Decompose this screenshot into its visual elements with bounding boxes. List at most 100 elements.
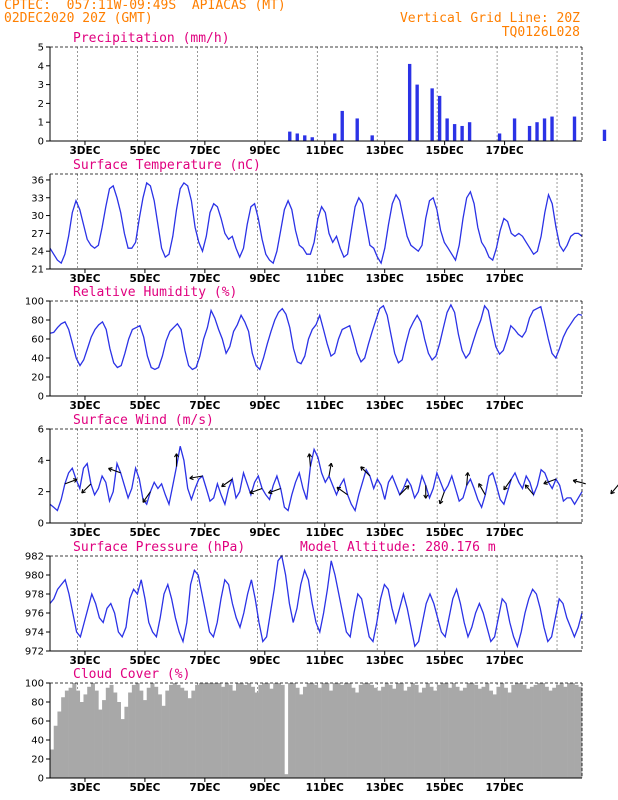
xtick-label-2-1: 5DEC — [129, 400, 160, 412]
cloud-bar-83 — [358, 684, 363, 778]
wind-arrow-1 — [81, 483, 92, 494]
cloud-bar-34 — [176, 684, 181, 778]
wind-arrow-15 — [438, 491, 445, 505]
cloud-bar-14 — [102, 700, 107, 778]
cloud-bar-46 — [221, 686, 226, 778]
xtick-label-3-2: 7DEC — [189, 527, 220, 539]
precip-bar-0 — [288, 131, 292, 141]
wind-arrow-4 — [174, 453, 179, 467]
ytick-label-0-2: 2 — [38, 99, 44, 110]
cloud-bar-29 — [157, 694, 162, 778]
cloud-bar-111 — [462, 687, 467, 778]
cloud-bar-76 — [332, 683, 337, 778]
panel-title-0: Precipitation (mm/h) — [73, 31, 230, 46]
cloud-bar-104 — [436, 684, 441, 778]
precip-bar-3 — [310, 137, 314, 141]
precip-bar-9 — [415, 84, 419, 141]
wind-arrow-11 — [336, 486, 348, 496]
cloud-bar-16 — [109, 684, 114, 778]
ytick-label-5-2: 40 — [31, 736, 44, 747]
xtick-label-4-4: 11DEC — [306, 655, 345, 667]
cloud-bar-93 — [395, 683, 401, 778]
cloud-bar-138 — [563, 686, 568, 778]
cloud-bar-40 — [198, 683, 203, 778]
cloud-bar-105 — [440, 683, 445, 778]
ytick-label-5-4: 80 — [31, 698, 44, 709]
cloud-bar-134 — [548, 690, 553, 778]
cloud-bar-42 — [206, 683, 211, 778]
cloud-bar-96 — [407, 686, 412, 778]
xtick-label-1-5: 13DEC — [366, 273, 405, 285]
ytick-label-3-3: 6 — [38, 425, 44, 436]
ytick-label-4-5: 982 — [25, 552, 44, 563]
cloud-bar-18 — [116, 702, 121, 778]
cloud-bar-115 — [477, 688, 482, 778]
cloud-bar-25 — [143, 700, 148, 778]
cloud-bar-26 — [146, 687, 151, 778]
precip-bar-20 — [542, 118, 547, 141]
cloud-bar-135 — [552, 687, 557, 778]
ytick-label-5-5: 100 — [25, 679, 44, 690]
cloud-bar-35 — [180, 687, 185, 778]
panel-annotation-4: Model Altitude: 280.176 m — [300, 540, 496, 555]
wind-arrow-9 — [307, 453, 313, 467]
ytick-label-4-1: 974 — [25, 628, 44, 639]
cloud-bar-48 — [228, 684, 233, 778]
cloud-bar-38 — [191, 690, 196, 778]
cloud-bar-71 — [314, 684, 319, 778]
cloud-bar-51 — [239, 683, 244, 778]
cloud-bar-85 — [366, 683, 371, 778]
wind-arrow-8 — [268, 488, 281, 495]
cloud-bar-81 — [351, 687, 356, 778]
cloud-bar-73 — [321, 683, 326, 778]
cloud-bar-69 — [306, 683, 311, 778]
cloud-bar-3 — [61, 697, 66, 778]
xtick-label-4-2: 7DEC — [189, 655, 220, 667]
wind-arrow-13 — [399, 485, 410, 496]
wind-arrow-21 — [572, 478, 586, 485]
ytick-label-4-0: 972 — [25, 647, 44, 658]
cloud-bar-117 — [485, 683, 490, 778]
xtick-label-1-2: 7DEC — [189, 273, 220, 285]
cloud-bar-43 — [209, 683, 214, 778]
cloud-bar-92 — [392, 688, 397, 778]
ytick-label-0-0: 0 — [38, 137, 44, 148]
cloud-bar-1 — [53, 725, 58, 778]
cloud-bar-77 — [336, 683, 341, 778]
precip-bar-18 — [527, 125, 532, 141]
cloud-bar-74 — [325, 683, 330, 778]
cloud-bar-67 — [299, 694, 304, 778]
precip-bar-5 — [340, 110, 344, 141]
xtick-label-5-6: 15DEC — [426, 782, 465, 794]
cloud-bar-102 — [429, 686, 434, 778]
cloud-bar-17 — [113, 692, 118, 778]
ytick-label-5-0: 0 — [38, 774, 44, 785]
cloud-bar-13 — [98, 709, 103, 778]
cloud-bar-137 — [559, 683, 564, 778]
precip-bar-14 — [460, 125, 464, 141]
precip-bar-4 — [333, 133, 337, 141]
xtick-label-2-5: 13DEC — [366, 400, 405, 412]
cloud-bar-11 — [90, 683, 95, 778]
wind-arrow-14 — [423, 485, 429, 499]
model-label: TQ0126L028 — [501, 25, 580, 40]
cloud-bar-131 — [537, 683, 542, 778]
ytick-label-1-0: 21 — [31, 265, 44, 276]
cloud-bar-62 — [280, 684, 285, 778]
cloud-bar-30 — [161, 705, 166, 778]
series-line-3 — [49, 446, 583, 513]
cloud-bar-39 — [195, 684, 200, 778]
precip-bar-22 — [572, 116, 577, 141]
cloud-bar-33 — [172, 683, 177, 778]
xtick-label-4-5: 13DEC — [366, 655, 405, 667]
cloud-bar-106 — [444, 683, 449, 778]
ytick-label-2-4: 80 — [31, 316, 44, 327]
cloud-bar-98 — [414, 684, 419, 778]
cloud-bar-133 — [544, 686, 549, 778]
wind-arrow-18 — [503, 478, 512, 491]
cloud-bar-124 — [511, 684, 516, 778]
series-line-2 — [49, 303, 583, 371]
precip-bar-11 — [437, 95, 442, 141]
xtick-label-0-4: 11DEC — [306, 145, 345, 157]
